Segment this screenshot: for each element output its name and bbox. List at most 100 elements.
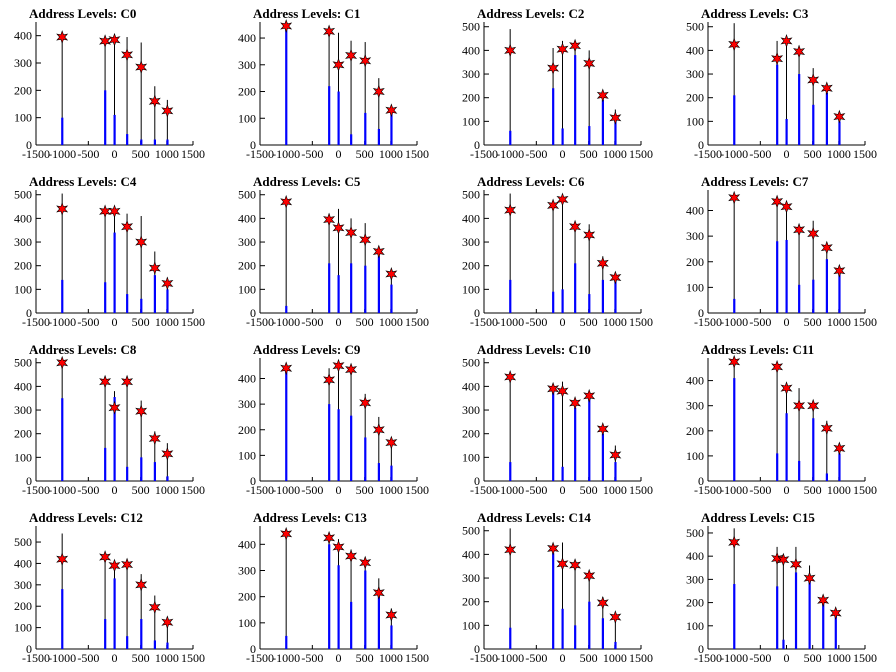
y-tick-label: 0 bbox=[474, 642, 480, 656]
bar bbox=[561, 128, 564, 145]
x-tick-label: 500 bbox=[356, 483, 374, 497]
red-star-icon bbox=[583, 228, 596, 242]
chart-svg: Address Levels: C40100200300400500-1500-… bbox=[14, 174, 205, 329]
bar bbox=[733, 298, 736, 313]
red-star-icon bbox=[780, 34, 793, 48]
bar bbox=[337, 91, 340, 145]
x-tick-label: -1500 bbox=[470, 483, 498, 497]
y-tick-label: 200 bbox=[238, 423, 256, 437]
red-star-icon bbox=[504, 203, 517, 218]
x-tick-label: -1500 bbox=[22, 483, 50, 497]
x-tick-label: -1500 bbox=[246, 147, 274, 161]
red-star-icon bbox=[161, 276, 174, 291]
x-tick-label: 0 bbox=[336, 483, 342, 497]
x-tick-label: 1500 bbox=[181, 651, 205, 665]
chart-title: Address Levels: C6 bbox=[477, 174, 585, 189]
x-tick-label: 1000 bbox=[155, 315, 179, 329]
red-star-icon bbox=[793, 44, 806, 59]
red-star-icon bbox=[728, 37, 741, 52]
bar bbox=[834, 611, 837, 649]
red-star-icon bbox=[833, 109, 846, 124]
x-tick-label: -1500 bbox=[470, 651, 498, 665]
x-tick-label: 1500 bbox=[181, 315, 205, 329]
x-tick-label: 1000 bbox=[603, 651, 627, 665]
red-star-icon bbox=[372, 585, 385, 600]
red-star-icon bbox=[332, 57, 345, 72]
y-tick-label: 300 bbox=[14, 403, 32, 417]
x-tick-label: -500 bbox=[301, 315, 323, 329]
bar bbox=[166, 642, 169, 649]
x-tick-label: 0 bbox=[112, 147, 118, 161]
chart-title: Address Levels: C2 bbox=[477, 6, 584, 21]
chart-panel: Address Levels: C13 0 100 200 300 400 -1500 -10… bbox=[224, 504, 448, 672]
y-tick-label: 300 bbox=[686, 229, 704, 243]
x-tick-label: -500 bbox=[749, 147, 771, 161]
y-tick-label: 400 bbox=[14, 556, 32, 570]
chart-panel: Address Levels: C1 0 100 200 300 400 -1500 -100… bbox=[224, 0, 448, 168]
red-star-icon bbox=[359, 555, 372, 570]
bar bbox=[614, 277, 617, 313]
red-star-icon bbox=[728, 190, 741, 205]
red-star-icon bbox=[547, 61, 560, 76]
y-tick-label: 300 bbox=[686, 399, 704, 413]
red-star-icon bbox=[833, 441, 846, 456]
red-star-icon bbox=[777, 552, 790, 567]
y-tick-label: 500 bbox=[462, 524, 480, 538]
x-tick-label: 0 bbox=[112, 651, 118, 665]
y-tick-label: 400 bbox=[462, 547, 480, 561]
y-tick-label: 400 bbox=[686, 204, 704, 218]
x-tick-label: 1500 bbox=[629, 651, 653, 665]
bar bbox=[140, 457, 143, 481]
x-tick-label: -1000 bbox=[48, 315, 76, 329]
x-tick-label: 500 bbox=[132, 315, 150, 329]
y-tick-label: 400 bbox=[14, 29, 32, 43]
red-star-icon bbox=[803, 571, 816, 586]
x-tick-label: 500 bbox=[804, 483, 822, 497]
x-tick-label: -1500 bbox=[22, 651, 50, 665]
red-star-icon bbox=[280, 361, 293, 376]
red-star-icon bbox=[161, 446, 174, 461]
x-tick-label: 0 bbox=[784, 651, 790, 665]
x-tick-label: -1000 bbox=[720, 147, 748, 161]
x-tick-label: 0 bbox=[112, 483, 118, 497]
x-tick-label: 1000 bbox=[827, 651, 851, 665]
x-tick-label: -1000 bbox=[272, 651, 300, 665]
bar bbox=[61, 117, 64, 145]
bar bbox=[153, 275, 156, 313]
y-tick-label: 100 bbox=[238, 616, 256, 630]
x-tick-label: 500 bbox=[804, 147, 822, 161]
y-tick-label: 500 bbox=[238, 188, 256, 202]
bar bbox=[337, 409, 340, 481]
y-tick-label: 500 bbox=[686, 20, 704, 34]
y-tick-label: 0 bbox=[26, 474, 32, 488]
y-tick-label: 300 bbox=[686, 67, 704, 81]
x-tick-label: -1500 bbox=[246, 651, 274, 665]
y-tick-label: 300 bbox=[462, 235, 480, 249]
y-tick-label: 300 bbox=[238, 58, 256, 72]
x-tick-label: 500 bbox=[132, 651, 150, 665]
x-tick-label: -1000 bbox=[48, 651, 76, 665]
chart-title: Address Levels: C13 bbox=[253, 510, 367, 525]
x-tick-label: 1000 bbox=[155, 483, 179, 497]
chart-svg: Address Levels: C30100200300400500-1500-… bbox=[686, 6, 877, 161]
red-star-icon bbox=[345, 362, 358, 377]
bar bbox=[390, 110, 393, 145]
x-tick-label: -500 bbox=[77, 483, 99, 497]
red-star-icon bbox=[793, 222, 806, 237]
bar bbox=[614, 462, 617, 481]
red-star-icon bbox=[829, 606, 842, 620]
bar bbox=[574, 55, 577, 145]
bar bbox=[390, 625, 393, 649]
bar bbox=[350, 601, 353, 649]
bar bbox=[588, 398, 591, 481]
bar bbox=[601, 100, 604, 145]
y-tick-label: 0 bbox=[698, 306, 704, 320]
bar bbox=[140, 298, 143, 313]
x-tick-label: 500 bbox=[356, 315, 374, 329]
y-tick-label: 0 bbox=[698, 474, 704, 488]
bar bbox=[364, 265, 367, 313]
red-star-icon bbox=[372, 84, 385, 99]
y-tick-label: 100 bbox=[238, 448, 256, 462]
x-tick-label: 1500 bbox=[853, 315, 877, 329]
y-tick-label: 0 bbox=[250, 642, 256, 656]
